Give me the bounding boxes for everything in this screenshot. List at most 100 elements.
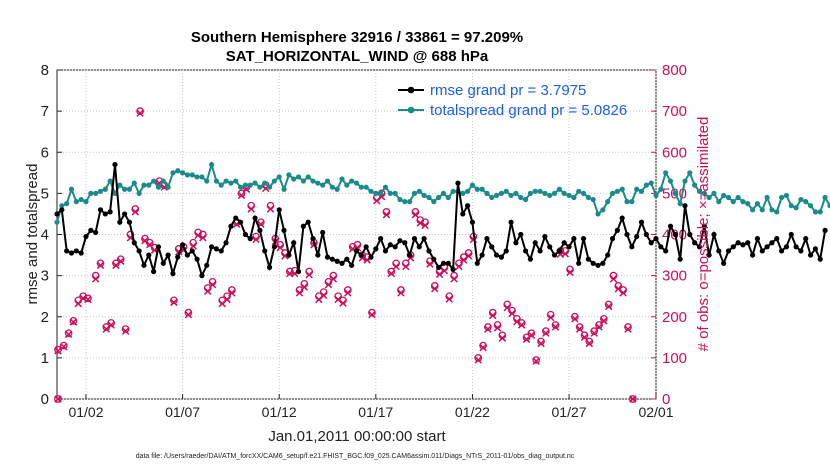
totalspread-point	[648, 180, 654, 186]
obs-assimilated-point	[368, 310, 376, 319]
totalspread-point	[677, 201, 683, 207]
totalspread-point	[532, 188, 538, 194]
obs-assimilated-point	[228, 289, 236, 297]
totalspread-point	[310, 178, 316, 184]
totalspread-point	[204, 178, 210, 184]
totalspread-point	[807, 203, 814, 209]
totalspread-point	[750, 207, 756, 213]
rmse-point	[788, 231, 794, 238]
obs-assimilated-point	[580, 333, 589, 342]
totalspread-point	[421, 192, 427, 199]
rmse-point	[382, 248, 389, 254]
rmse-point	[358, 252, 364, 258]
totalspread-point	[237, 184, 244, 190]
rmse-point	[373, 246, 379, 252]
totalspread-point	[102, 186, 108, 192]
rmse-point	[489, 244, 495, 250]
obs-assimilated-point	[411, 211, 420, 219]
rmse-point	[112, 161, 118, 168]
rmse-point	[407, 252, 413, 258]
totalspread-point	[711, 190, 717, 196]
y-tick-label: 4	[41, 227, 49, 244]
totalspread-point	[266, 184, 273, 190]
y2-tick-label: 700	[662, 103, 687, 120]
obs-assimilated-point	[585, 339, 594, 348]
totalspread-point	[566, 192, 572, 199]
totalspread-point	[735, 194, 741, 201]
totalspread-point	[262, 180, 268, 186]
rmse-point	[237, 219, 244, 225]
y-tick-label: 1	[41, 350, 49, 367]
x-tick-label: 01/22	[455, 404, 490, 420]
rmse-point	[223, 240, 229, 246]
totalspread-point	[353, 180, 360, 186]
rmse-point	[822, 227, 828, 233]
rmse-point	[527, 256, 534, 262]
obs-assimilated-point	[184, 310, 193, 319]
totalspread-point	[160, 178, 166, 184]
totalspread-point	[440, 190, 447, 196]
totalspread-point	[170, 170, 176, 176]
obs-assimilated-point	[624, 325, 632, 333]
totalspread-point	[687, 170, 693, 176]
totalspread-point	[812, 209, 819, 215]
x-tick-label: 01/07	[165, 404, 200, 420]
rmse-point	[257, 227, 263, 233]
totalspread-point	[759, 207, 765, 213]
obs-possible-point	[368, 308, 376, 317]
totalspread-point	[373, 190, 379, 196]
obs-assimilated-point	[575, 325, 584, 333]
rmse-point	[68, 250, 75, 256]
obs-assimilated-point	[397, 289, 405, 297]
rmse-point	[276, 207, 282, 213]
rmse-point	[522, 248, 529, 254]
y2-tick-label: 200	[662, 309, 687, 326]
y-tick-label: 7	[41, 103, 49, 120]
obs-assimilated-point	[421, 221, 429, 230]
obs-assimilated-point	[484, 325, 492, 333]
rmse-point	[759, 248, 765, 254]
y-tick-label: 0	[41, 391, 49, 408]
obs-assimilated-point	[445, 295, 453, 303]
rmse-point	[247, 236, 253, 242]
rmse-point	[687, 231, 693, 238]
obs-assimilated-point	[590, 329, 598, 337]
totalspread-point	[189, 172, 195, 178]
rmse-point	[716, 248, 722, 254]
totalspread-point	[184, 172, 191, 178]
rmse-point	[643, 231, 649, 238]
totalspread-point	[324, 178, 331, 184]
obs-possible-point	[527, 329, 536, 338]
rmse-point	[73, 248, 79, 254]
rmse-point	[672, 231, 678, 238]
rmse-point	[122, 211, 128, 217]
rmse-point	[638, 219, 645, 225]
totalspread-point	[643, 182, 649, 188]
obs-assimilated-point	[276, 243, 284, 252]
rmse-point	[493, 252, 500, 258]
rmse-point	[778, 248, 785, 254]
obs-assimilated-point	[488, 311, 497, 320]
totalspread-point	[609, 190, 616, 196]
rmse-point	[421, 236, 427, 242]
totalspread-point	[489, 194, 495, 201]
rmse-point	[460, 211, 466, 217]
obs-possible-point	[84, 294, 92, 303]
rmse-point	[204, 262, 210, 268]
rmse-point	[764, 244, 770, 250]
obs-assimilated-point	[223, 295, 231, 304]
totalspread-point	[465, 188, 471, 194]
totalspread-point	[527, 190, 534, 196]
obs-possible-point	[570, 312, 579, 321]
y-tick-label: 5	[41, 185, 49, 202]
rmse-point	[117, 219, 123, 225]
totalspread-point	[614, 188, 620, 194]
obs-assimilated-point	[60, 343, 68, 351]
totalspread-point	[228, 180, 234, 186]
totalspread-point	[682, 178, 688, 184]
obs-assimilated-point	[629, 395, 637, 403]
rmse-point	[614, 227, 620, 233]
obs-possible-point	[116, 255, 125, 264]
obs-assimilated-point	[595, 323, 603, 331]
rmse-point	[580, 236, 587, 242]
